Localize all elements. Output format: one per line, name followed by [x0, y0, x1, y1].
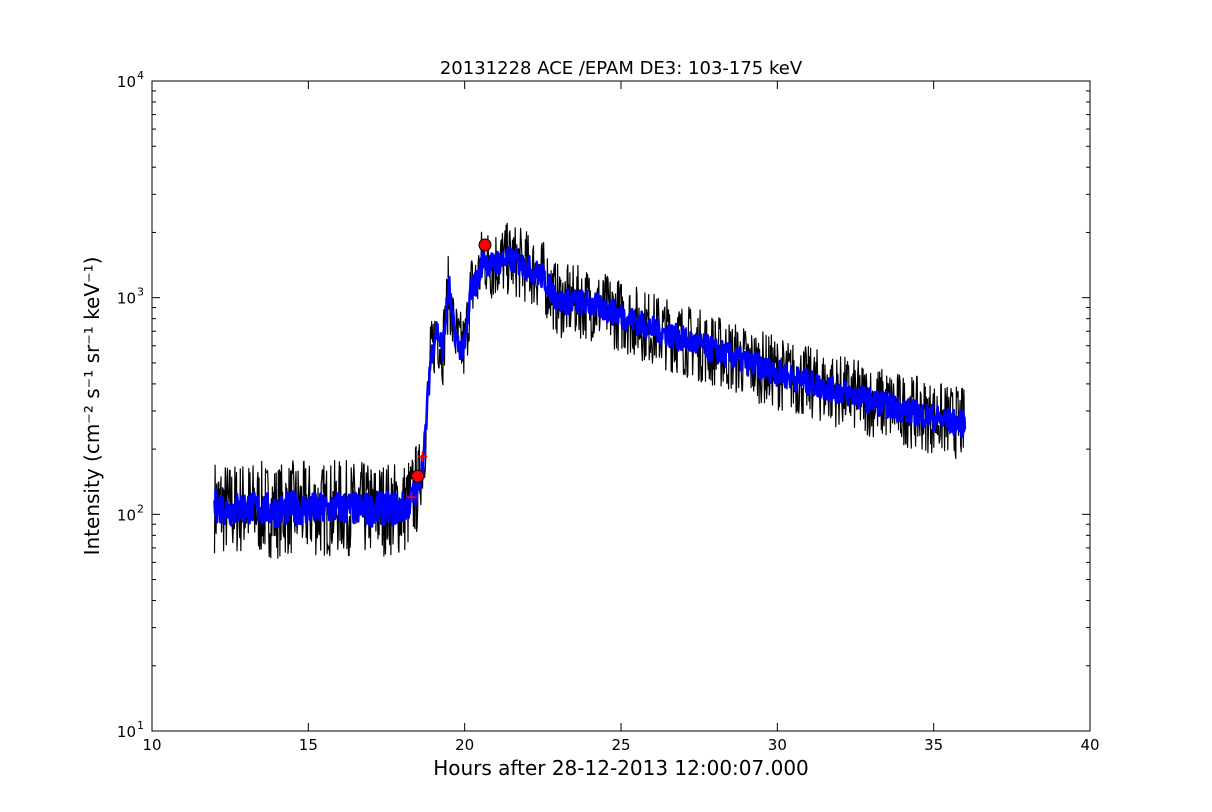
crosshair-marker-1 [406, 492, 417, 503]
x-tick-label: 25 [611, 736, 630, 754]
event-marker-1 [411, 469, 425, 483]
y-tick-label: 10 [117, 723, 136, 741]
event-marker-2 [478, 238, 492, 252]
y-tick-label-exponent: 3 [137, 286, 144, 299]
x-tick-label: 10 [142, 736, 161, 754]
x-tick-label: 40 [1080, 736, 1099, 754]
y-tick-label: 10 [117, 506, 136, 524]
y-axis-label: Intensity (cm⁻² s⁻¹ sr⁻¹ keV⁻¹) [80, 257, 104, 556]
x-tick-label: 30 [768, 736, 787, 754]
y-tick-label: 10 [117, 290, 136, 308]
y-tick-label: 10 [117, 73, 136, 91]
x-axis-label: Hours after 28-12-2013 12:00:07.000 [433, 756, 809, 780]
y-tick-label-exponent: 4 [137, 69, 144, 82]
plot-area [213, 222, 967, 559]
x-tick-label: 20 [455, 736, 474, 754]
x-tick-label: 35 [924, 736, 943, 754]
y-tick-label-exponent: 1 [137, 719, 144, 732]
y-tick-label-exponent: 2 [137, 502, 144, 515]
crosshair-marker-2 [417, 451, 428, 462]
series-line-2 [213, 246, 967, 529]
x-tick-label: 15 [299, 736, 318, 754]
chart-title: 20131228 ACE /EPAM DE3: 103-175 keV [440, 58, 803, 79]
